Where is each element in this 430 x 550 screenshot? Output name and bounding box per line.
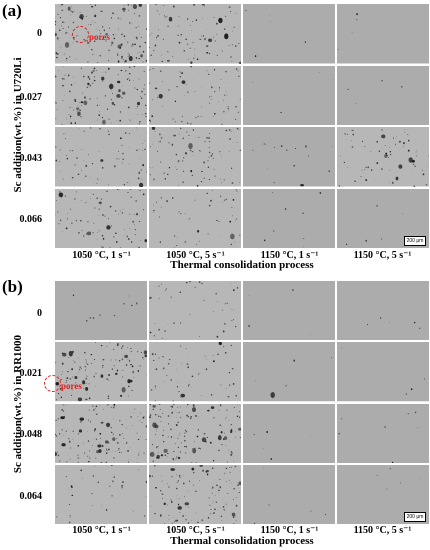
micrograph-cell xyxy=(337,403,429,463)
panel-label: (a) xyxy=(2,1,22,20)
figure-panel-a: (a) Sc addition(wt.%) in U720Li 0 0.027 … xyxy=(0,0,430,272)
pores-label: pores xyxy=(89,32,110,42)
micrograph-image xyxy=(149,188,241,248)
column-label: 1050 °C, 5 s⁻¹ xyxy=(166,250,225,261)
micrograph-image xyxy=(243,188,335,248)
micrograph-image xyxy=(149,403,241,463)
dashed-circle-icon xyxy=(44,375,61,392)
micrograph-cell xyxy=(149,403,241,463)
y-axis-label: Sc addition(wt.%) in RR1000 xyxy=(12,334,24,474)
micrograph-cell xyxy=(243,342,335,402)
micrograph-image xyxy=(337,281,429,341)
row-label: 0.027 xyxy=(19,92,43,103)
micrograph-cell xyxy=(243,403,335,463)
column-label: 1050 °C, 5 s⁻¹ xyxy=(166,525,225,536)
column-label: 1050 °C, 1 s⁻¹ xyxy=(72,250,131,261)
micrograph-image xyxy=(149,127,241,187)
column-label: 1150 °C, 5 s⁻¹ xyxy=(353,525,412,536)
micrograph-image xyxy=(243,464,335,524)
micrograph-cell xyxy=(149,4,241,64)
micrograph-cell: 200 μm xyxy=(337,188,429,248)
row-label: 0 xyxy=(37,28,42,39)
micrograph-cell xyxy=(55,281,147,341)
micrograph-image xyxy=(243,403,335,463)
row-label: 0 xyxy=(37,308,42,319)
row-label: 0.064 xyxy=(19,491,43,502)
micrograph-image xyxy=(55,65,147,125)
micrograph-cell xyxy=(55,65,147,125)
micrograph-cell xyxy=(149,65,241,125)
micrograph-cell xyxy=(149,127,241,187)
micrograph-cell xyxy=(55,127,147,187)
micrograph-cell: 200 μm xyxy=(337,464,429,524)
micrograph-image xyxy=(149,281,241,341)
micrograph-image xyxy=(243,342,335,402)
micrograph-image xyxy=(149,464,241,524)
column-label: 1150 °C, 1 s⁻¹ xyxy=(260,525,319,536)
micrograph-grid: 200 μm xyxy=(55,281,429,524)
figure-panel-b: (b) Sc addition(wt.%) in RR1000 0 0.021 … xyxy=(0,276,430,550)
micrograph-cell xyxy=(243,65,335,125)
column-label: 1150 °C, 5 s⁻¹ xyxy=(353,250,412,261)
micrograph-image xyxy=(337,403,429,463)
column-label: 1150 °C, 1 s⁻¹ xyxy=(260,250,319,261)
micrograph-cell xyxy=(55,403,147,463)
micrograph-cell xyxy=(337,65,429,125)
micrograph-image xyxy=(149,4,241,64)
micrograph-cell xyxy=(243,281,335,341)
micrograph-cell xyxy=(337,342,429,402)
scale-bar: 200 μm xyxy=(404,236,426,246)
row-label: 0.021 xyxy=(19,368,43,379)
micrograph-cell xyxy=(243,464,335,524)
micrograph-image xyxy=(337,127,429,187)
x-axis-title: Thermal consolidation process xyxy=(170,259,314,271)
micrograph-image xyxy=(243,281,335,341)
micrograph-cell xyxy=(337,4,429,64)
micrograph-image xyxy=(55,127,147,187)
micrograph-image xyxy=(337,342,429,402)
scale-bar: 200 μm xyxy=(404,512,426,522)
micrograph-image xyxy=(149,65,241,125)
x-axis-title: Thermal consolidation process xyxy=(170,535,314,547)
micrograph-image xyxy=(55,403,147,463)
micrograph-cell xyxy=(55,342,147,402)
micrograph-image xyxy=(243,127,335,187)
micrograph-grid: 200 μm xyxy=(55,4,429,248)
pores-label: pores xyxy=(61,381,82,391)
micrograph-cell xyxy=(149,342,241,402)
micrograph-cell xyxy=(243,127,335,187)
micrograph-cell xyxy=(149,188,241,248)
dashed-circle-icon xyxy=(72,26,89,43)
micrograph-image xyxy=(55,188,147,248)
micrograph-cell xyxy=(55,464,147,524)
row-label: 0.066 xyxy=(19,214,43,225)
micrograph-image xyxy=(243,65,335,125)
micrograph-image xyxy=(243,4,335,64)
micrograph-cell xyxy=(149,464,241,524)
micrograph-image xyxy=(337,65,429,125)
micrograph-image xyxy=(55,342,147,402)
panel-label: (b) xyxy=(2,277,23,296)
micrograph-cell xyxy=(337,281,429,341)
micrograph-cell xyxy=(149,281,241,341)
y-axis-label: Sc addition(wt.%) in U720Li xyxy=(12,57,24,193)
row-label: 0.048 xyxy=(19,429,43,440)
micrograph-cell xyxy=(243,188,335,248)
micrograph-cell xyxy=(337,127,429,187)
row-label: 0.043 xyxy=(19,153,43,164)
micrograph-image xyxy=(55,464,147,524)
column-label: 1050 °C, 1 s⁻¹ xyxy=(72,525,131,536)
micrograph-image xyxy=(337,4,429,64)
micrograph-cell xyxy=(243,4,335,64)
micrograph-image xyxy=(55,281,147,341)
micrograph-cell xyxy=(55,188,147,248)
micrograph-image xyxy=(149,342,241,402)
